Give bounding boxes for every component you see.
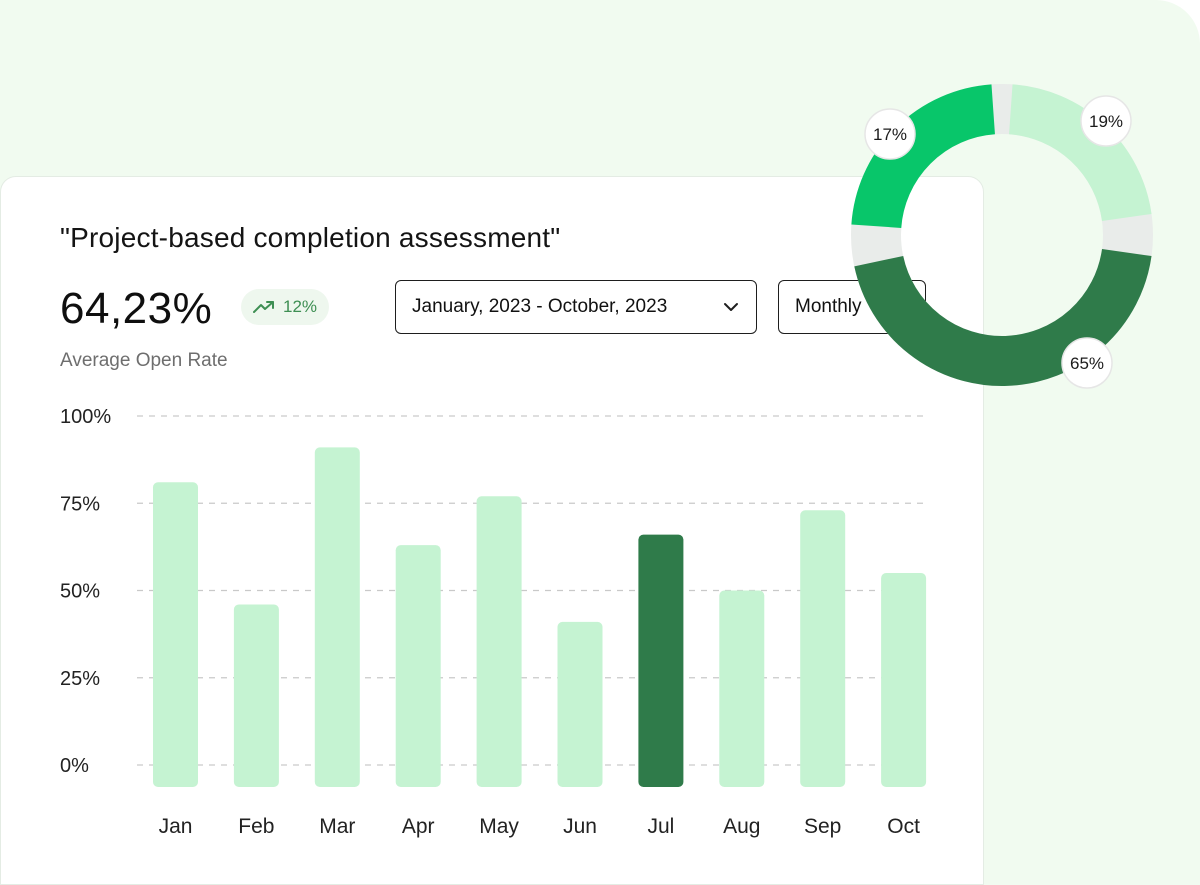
y-tick-label: 75% xyxy=(60,493,100,515)
bar xyxy=(476,496,522,787)
donut-label: 65% xyxy=(1070,354,1104,373)
x-tick-label: Mar xyxy=(319,815,355,838)
donut-label-bubble xyxy=(1080,95,1132,147)
bar xyxy=(557,621,603,787)
period-value: Monthly xyxy=(795,296,862,317)
donut-label: 19% xyxy=(1089,112,1123,131)
bar xyxy=(395,545,441,787)
x-tick-label: May xyxy=(479,815,519,838)
x-tick-label: Sep xyxy=(804,815,841,838)
x-tick-label: Jul xyxy=(647,815,674,838)
bar xyxy=(638,534,684,787)
chart-title: "Project-based completion assessment" xyxy=(60,222,561,253)
x-tick-label: Jun xyxy=(563,815,597,838)
bar xyxy=(153,482,198,787)
donut-label: 17% xyxy=(873,125,907,144)
trend-value: 12% xyxy=(282,297,318,316)
donut-slice xyxy=(851,84,996,229)
x-tick-label: Apr xyxy=(402,815,435,838)
bar xyxy=(233,604,279,787)
bar xyxy=(881,573,927,787)
y-tick-label: 25% xyxy=(60,668,100,690)
trend-up-icon xyxy=(252,301,274,313)
x-tick-label: Aug xyxy=(723,815,760,838)
donut-slice xyxy=(1008,84,1152,222)
y-tick-label: 50% xyxy=(60,581,100,603)
trend-badge: 12% xyxy=(241,289,329,325)
y-tick-label: 0% xyxy=(60,755,89,777)
bar xyxy=(719,590,765,787)
x-tick-label: Oct xyxy=(887,815,920,838)
bar xyxy=(314,447,360,787)
kpi-value: 64,23% xyxy=(60,284,213,333)
x-tick-label: Jan xyxy=(159,815,193,838)
x-tick-label: Feb xyxy=(238,815,274,838)
donut-slice xyxy=(854,248,1152,386)
donut-label-bubble xyxy=(864,108,916,160)
kpi-subtitle: Average Open Rate xyxy=(60,350,228,371)
date-range-select[interactable]: January, 2023 - October, 2023 xyxy=(395,280,757,334)
bar xyxy=(800,510,846,787)
y-tick-label: 100% xyxy=(60,406,111,428)
date-range-value: January, 2023 - October, 2023 xyxy=(412,296,668,317)
donut-label-bubble xyxy=(1061,337,1113,389)
chevron-down-icon xyxy=(724,303,738,311)
